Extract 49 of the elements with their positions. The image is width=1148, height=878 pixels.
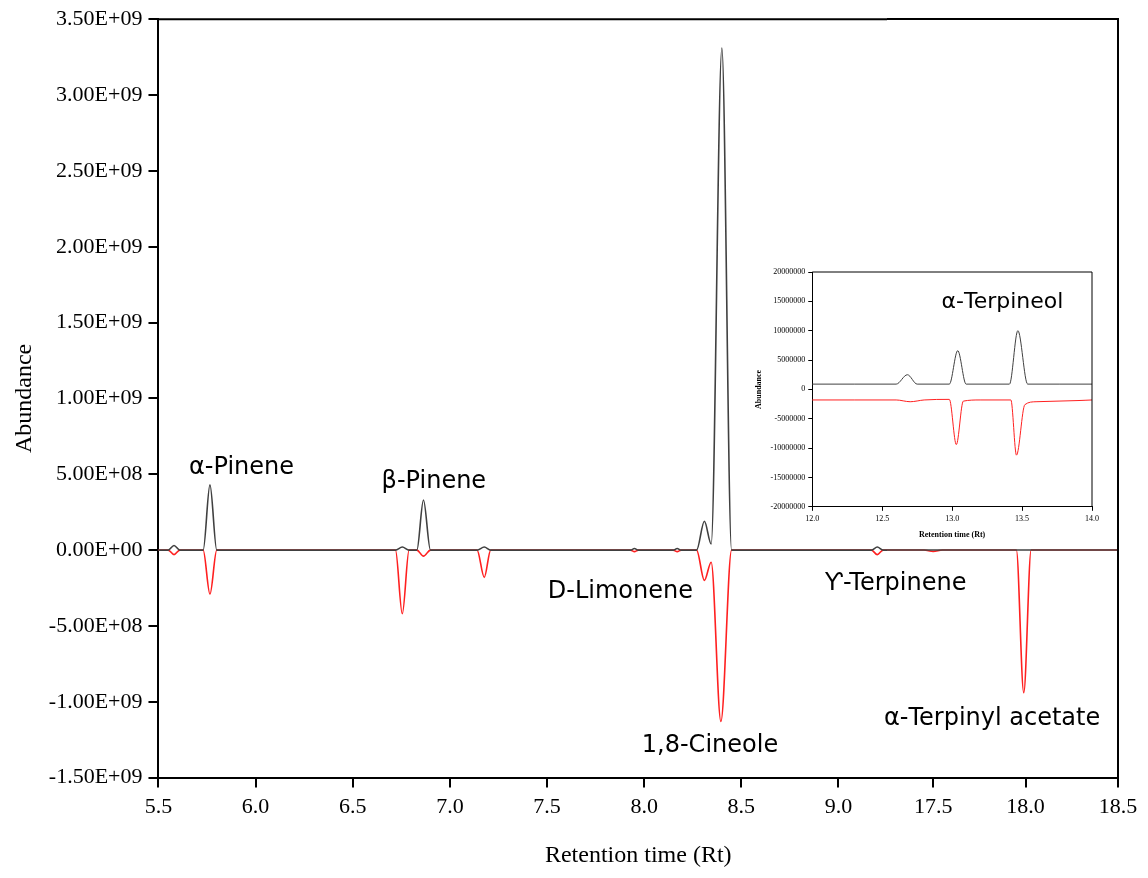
y-tick-label: 1.00E+09 [56, 384, 143, 410]
y-tick-label: 20000000 [773, 267, 806, 277]
x-tick-label: 18.5 [1098, 792, 1138, 818]
y-tick-label: 3.00E+09 [56, 80, 143, 106]
y-tick-label: -5000000 [774, 413, 806, 423]
x-tick-label: 17.5 [913, 792, 953, 818]
y-tick-label: -1.50E+09 [48, 763, 143, 789]
y-tick-label: 10000000 [773, 325, 806, 335]
y-tick-label: 15000000 [773, 296, 806, 306]
y-axis-title: Abundance [9, 343, 36, 454]
y-tick-label: 1.50E+09 [56, 308, 143, 334]
annotation: β-Pinene [381, 466, 487, 495]
y-tick-label: -10000000 [770, 443, 806, 453]
x-tick-label: 7.5 [533, 792, 561, 818]
y-tick-label: -5.00E+08 [48, 611, 143, 637]
x-tick-label: 18.0 [1006, 792, 1045, 818]
annotation: 1,8-Cineole [641, 729, 779, 758]
y-tick-label: 2.00E+09 [56, 232, 143, 258]
annotation: α-Terpineol [941, 288, 1064, 314]
y-tick-label: -20000000 [770, 501, 806, 511]
x-tick-label: 14.0 [1085, 513, 1099, 523]
annotation: α-Terpinyl acetate [883, 702, 1101, 731]
y-tick-label: -1.00E+09 [48, 687, 143, 713]
y-tick-label: 3.50E+09 [56, 4, 143, 30]
x-tick-label: 12.5 [875, 513, 890, 523]
y-tick-label: 0 [801, 384, 806, 394]
x-tick-label: 5.5 [144, 792, 173, 818]
line-series [812, 398, 1092, 456]
annotation: Ƴ-Terpinene [824, 567, 967, 596]
x-tick-label: 13.5 [1015, 513, 1030, 523]
x-tick-label: 9.0 [824, 792, 853, 818]
annotation: α-Pinene [189, 452, 295, 481]
line-series [812, 330, 1092, 385]
x-tick-label: 8.0 [630, 792, 658, 818]
y-tick-label: -15000000 [770, 472, 806, 482]
y-tick-label: 5.00E+08 [56, 460, 143, 486]
x-tick-label: 6.5 [339, 792, 367, 818]
x-axis-title: Retention time (Rt) [544, 841, 732, 868]
y-axis-title: Abundance [753, 369, 763, 409]
x-tick-label: 7.0 [436, 792, 464, 818]
y-tick-label: 2.50E+09 [56, 156, 143, 182]
x-tick-label: 12.0 [805, 513, 820, 523]
x-tick-label: 13.0 [945, 513, 960, 523]
x-tick-label: 6.0 [241, 792, 270, 818]
x-axis-title: Retention time (Rt) [919, 530, 986, 540]
y-tick-label: 0.00E+00 [56, 535, 143, 561]
annotation: D-Limonene [547, 576, 693, 605]
y-tick-label: 5000000 [777, 355, 806, 365]
x-tick-label: 8.5 [727, 792, 756, 818]
